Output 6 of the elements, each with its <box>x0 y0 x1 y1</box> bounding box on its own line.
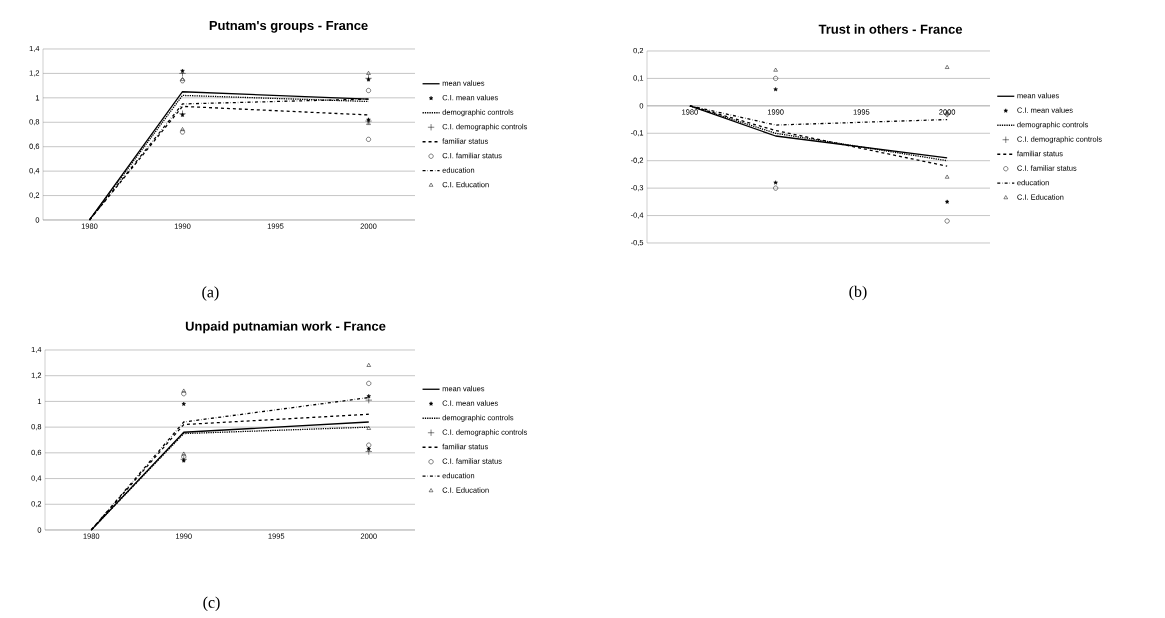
text: (b) <box>849 285 867 301</box>
chart-title: Putnam's groups - France <box>209 21 368 33</box>
chart-title: Unpaid putnamian work - France <box>185 321 386 334</box>
text: (c) <box>203 596 220 612</box>
chart-title: Trust in others - France <box>818 24 963 34</box>
text: (a) <box>202 286 219 301</box>
